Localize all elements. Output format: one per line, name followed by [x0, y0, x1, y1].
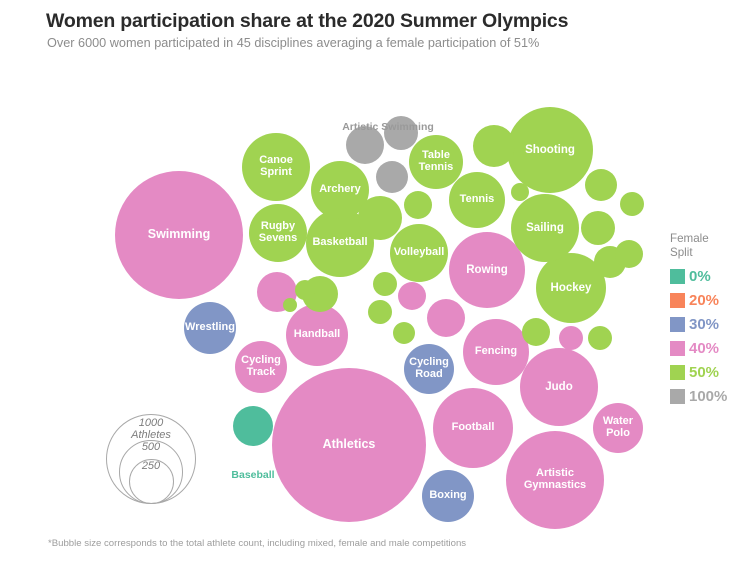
- bubble-football[interactable]: Football: [433, 388, 513, 468]
- bubble-unlabeled-32[interactable]: [358, 196, 402, 240]
- bubble-label: Archery: [319, 183, 361, 196]
- bubble-label: Fencing: [474, 345, 518, 358]
- bubble-label: Boxing: [429, 489, 467, 502]
- color-swatch-icon: [670, 364, 685, 380]
- bubble-unlabeled-40[interactable]: [368, 300, 392, 324]
- color-legend-item-50pct[interactable]: 50%: [670, 360, 750, 384]
- bubble-label: Football: [451, 421, 495, 434]
- bubble-label: Athletics: [322, 437, 376, 452]
- bubble-unlabeled-33[interactable]: [404, 191, 432, 219]
- bubble-tennis[interactable]: Tennis: [449, 172, 505, 228]
- bubble-label: Basketball: [312, 236, 368, 249]
- bubble-label: Rugby Sevens: [258, 220, 298, 244]
- color-legend-title: Female Split: [670, 232, 709, 259]
- bubble-unlabeled-41[interactable]: [398, 282, 426, 310]
- color-legend: Female Split 0% 20% 30% 40% 50% 100%: [670, 232, 750, 408]
- color-swatch-icon: [670, 268, 685, 284]
- bubble-label: Volleyball: [393, 246, 445, 259]
- size-legend-label-1000: 1000 Athletes: [131, 417, 171, 442]
- bubble-label: Hockey: [550, 281, 592, 294]
- bubble-label: Sailing: [526, 221, 564, 234]
- bubble-label: Table Tennis: [418, 149, 454, 173]
- size-legend-label-500: 500: [141, 441, 161, 454]
- bubble-cycling-road[interactable]: Cycling Road: [404, 344, 454, 394]
- bubble-fencing[interactable]: Fencing: [463, 319, 529, 385]
- bubble-unlabeled-28[interactable]: [585, 169, 617, 201]
- page-title: Women participation share at the 2020 Su…: [46, 10, 569, 32]
- color-legend-label: 100%: [689, 387, 728, 405]
- bubble-unlabeled-27[interactable]: [473, 125, 515, 167]
- bubble-label: Shooting: [525, 143, 575, 156]
- bubble-rugby-sevens[interactable]: Rugby Sevens: [249, 204, 307, 262]
- bubble-wrestling[interactable]: Wrestling: [184, 302, 236, 354]
- bubble-volleyball[interactable]: Volleyball: [390, 224, 448, 282]
- bubble-cycling-track[interactable]: Cycling Track: [235, 341, 287, 393]
- color-swatch-icon: [670, 292, 685, 308]
- bubble-label: Cycling Road: [409, 356, 449, 380]
- bubble-label-artistic-swimming: Artistic Swimming: [342, 121, 434, 133]
- bubble-plot-area: Swimming Athletics Shooting Artistic Gymnas…: [115, 107, 644, 529]
- color-legend-label: 0%: [689, 267, 711, 285]
- bubble-judo[interactable]: Judo: [520, 348, 598, 426]
- color-legend-item-0pct[interactable]: 0%: [670, 264, 750, 288]
- color-legend-rows: 0% 20% 30% 40% 50% 100%: [670, 264, 750, 408]
- bubble-unlabeled-25[interactable]: [384, 116, 418, 150]
- bubble-sailing[interactable]: Sailing: [511, 194, 579, 262]
- bubble-unlabeled-46[interactable]: [588, 326, 612, 350]
- color-legend-label: 30%: [689, 315, 720, 333]
- bubble-label: Artistic Gymnastics: [523, 467, 587, 491]
- bubble-unlabeled-43[interactable]: [427, 299, 465, 337]
- chart-footnote: *Bubble size corresponds to the total at…: [48, 538, 467, 549]
- color-legend-item-40pct[interactable]: 40%: [670, 336, 750, 360]
- bubble-athletics[interactable]: Athletics: [272, 368, 426, 522]
- bubble-artistic-swimming[interactable]: [346, 126, 384, 164]
- color-legend-item-100pct[interactable]: 100%: [670, 384, 750, 408]
- bubble-unlabeled-42[interactable]: [393, 322, 415, 344]
- color-legend-item-20pct[interactable]: 20%: [670, 288, 750, 312]
- bubble-unlabeled-26[interactable]: [376, 161, 408, 193]
- bubble-canoe-sprint[interactable]: Canoe Sprint: [242, 133, 310, 201]
- size-legend: 1000 Athletes 500 250: [106, 414, 226, 526]
- bubble-unlabeled-31[interactable]: [511, 183, 529, 201]
- color-swatch-icon: [670, 316, 685, 332]
- color-swatch-icon: [670, 340, 685, 356]
- bubble-label: Judo: [545, 380, 573, 393]
- bubble-unlabeled-48[interactable]: [620, 192, 644, 216]
- bubble-label: Wrestling: [185, 321, 235, 334]
- page-subtitle: Over 6000 women participated in 45 disci…: [47, 36, 540, 50]
- bubble-label: Water Polo: [602, 415, 634, 439]
- bubble-unlabeled-45[interactable]: [559, 326, 583, 350]
- color-legend-label: 40%: [689, 339, 720, 357]
- bubble-label: Rowing: [466, 263, 508, 276]
- bubble-handball[interactable]: Handball: [286, 304, 348, 366]
- color-swatch-icon: [670, 388, 685, 404]
- color-legend-item-30pct[interactable]: 30%: [670, 312, 750, 336]
- bubble-rowing[interactable]: Rowing: [449, 232, 525, 308]
- bubble-label: Canoe Sprint: [259, 154, 293, 178]
- bubble-unlabeled-38[interactable]: [283, 298, 297, 312]
- bubble-unlabeled-47[interactable]: [615, 240, 643, 268]
- bubble-label-baseball: Baseball: [231, 469, 275, 481]
- bubble-artistic-gymnastics[interactable]: Artistic Gymnastics: [506, 431, 604, 529]
- bubble-baseball[interactable]: [233, 406, 273, 446]
- bubble-label: Swimming: [147, 227, 211, 242]
- size-legend-ring-250: [128, 459, 174, 504]
- bubble-label: Cycling Track: [241, 354, 281, 378]
- bubble-unlabeled-44[interactable]: [522, 318, 550, 346]
- bubble-unlabeled-39[interactable]: [373, 272, 397, 296]
- bubble-shooting[interactable]: Shooting: [507, 107, 593, 193]
- bubble-water-polo[interactable]: Water Polo: [593, 403, 643, 453]
- size-legend-label-250: 250: [141, 460, 161, 472]
- bubble-swimming[interactable]: Swimming: [115, 171, 243, 299]
- bubble-unlabeled-29[interactable]: [581, 211, 615, 245]
- bubble-label: Handball: [293, 328, 341, 341]
- bubble-unlabeled-37[interactable]: [295, 280, 315, 300]
- color-legend-label: 50%: [689, 363, 720, 381]
- bubble-table-tennis[interactable]: Table Tennis: [409, 135, 463, 189]
- bubble-boxing[interactable]: Boxing: [422, 470, 474, 522]
- color-legend-label: 20%: [689, 291, 720, 309]
- bubble-label: Tennis: [459, 193, 495, 206]
